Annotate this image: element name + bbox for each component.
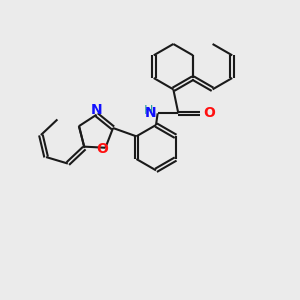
Text: H: H bbox=[144, 104, 153, 117]
Text: N: N bbox=[144, 106, 156, 120]
Text: N: N bbox=[91, 103, 102, 117]
Text: O: O bbox=[203, 106, 215, 120]
Text: O: O bbox=[96, 142, 108, 156]
